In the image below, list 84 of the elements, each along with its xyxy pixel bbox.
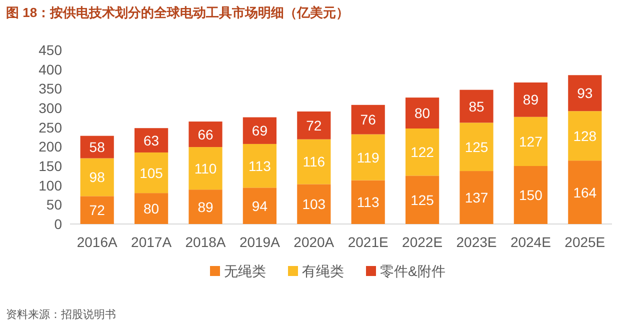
data-label: 76 xyxy=(360,112,376,128)
data-label: 116 xyxy=(302,154,326,170)
y-tick-label: 300 xyxy=(38,100,62,116)
bar xyxy=(460,171,494,224)
bar xyxy=(134,152,168,194)
bar xyxy=(134,193,168,224)
data-label: 125 xyxy=(464,138,488,155)
data-label: 94 xyxy=(252,198,268,214)
bar xyxy=(80,196,114,224)
legend-label: 零件&附件 xyxy=(380,263,446,279)
bar xyxy=(406,176,440,224)
bar xyxy=(188,147,222,190)
bar xyxy=(297,111,331,140)
data-label: 80 xyxy=(144,200,160,217)
bar xyxy=(351,104,385,134)
legend-label: 有绳类 xyxy=(302,263,344,279)
bar xyxy=(297,184,331,224)
data-label: 105 xyxy=(140,164,164,181)
data-label: 113 xyxy=(248,158,272,174)
bar xyxy=(514,116,548,166)
data-label: 66 xyxy=(198,126,214,142)
y-tick-label: 100 xyxy=(38,177,62,194)
y-tick-label: 200 xyxy=(38,138,62,155)
bar xyxy=(80,158,114,196)
data-label: 72 xyxy=(306,117,322,134)
data-label: 80 xyxy=(414,105,430,122)
x-tick-label: 2020A xyxy=(294,234,335,250)
data-label: 89 xyxy=(522,92,539,108)
x-tick-label: 2021E xyxy=(348,234,388,250)
text: 资料来源：招股说明书 xyxy=(6,308,116,321)
bar xyxy=(351,180,385,224)
chart-title: 图 18：按供电技术划分的全球电动工具市场明细（亿美元） xyxy=(6,5,350,20)
x-tick-label: 2025E xyxy=(564,234,606,250)
y-tick-label: 50 xyxy=(46,196,62,213)
data-label: 93 xyxy=(577,85,593,102)
y-tick-label: 250 xyxy=(38,119,62,136)
data-label: 98 xyxy=(89,169,106,186)
bar xyxy=(188,122,222,148)
bar xyxy=(460,122,494,172)
data-label: 127 xyxy=(519,133,543,150)
data-label: 137 xyxy=(464,190,488,206)
x-tick-label: 2018A xyxy=(185,234,226,250)
x-tick-label: 2024E xyxy=(510,234,551,250)
data-label: 125 xyxy=(410,192,434,208)
data-label: 58 xyxy=(89,139,106,156)
data-label: 164 xyxy=(573,184,597,200)
x-tick-label: 2017A xyxy=(131,234,172,250)
data-label: 89 xyxy=(198,198,214,215)
data-label: 128 xyxy=(573,128,597,144)
data-label: 69 xyxy=(252,122,268,139)
data-label: 119 xyxy=(356,149,380,166)
data-label: 72 xyxy=(89,202,106,218)
data-label: 63 xyxy=(144,132,160,148)
x-tick-label: 2019A xyxy=(239,234,281,250)
data-label: 122 xyxy=(410,144,434,160)
bar xyxy=(351,134,385,180)
data-label: 110 xyxy=(194,160,217,176)
bar xyxy=(297,139,331,184)
data-label: 85 xyxy=(468,98,484,114)
data-label: 113 xyxy=(356,194,380,210)
bar xyxy=(514,166,548,224)
data-label: 150 xyxy=(519,187,543,203)
bar xyxy=(568,160,602,224)
legend-label: 无绳类 xyxy=(224,263,266,279)
x-tick-label: 2023E xyxy=(456,234,497,250)
y-tick-label: 450 xyxy=(38,42,62,58)
bar xyxy=(568,111,602,161)
bar xyxy=(514,82,548,117)
y-tick-label: 350 xyxy=(38,80,62,97)
y-tick-label: 400 xyxy=(38,61,62,78)
y-tick-label: 150 xyxy=(38,158,62,174)
x-tick-label: 2016A xyxy=(76,234,118,250)
bar xyxy=(242,144,276,188)
x-tick-label: 2022E xyxy=(402,234,443,250)
bar xyxy=(460,90,494,123)
y-tick-label: 0 xyxy=(54,216,62,232)
bar xyxy=(406,128,440,176)
bar xyxy=(242,117,276,144)
bar xyxy=(568,75,602,112)
bar xyxy=(406,98,440,128)
data-label: 103 xyxy=(302,196,326,212)
bar xyxy=(134,128,168,152)
bar xyxy=(242,188,276,224)
bar xyxy=(188,190,222,224)
